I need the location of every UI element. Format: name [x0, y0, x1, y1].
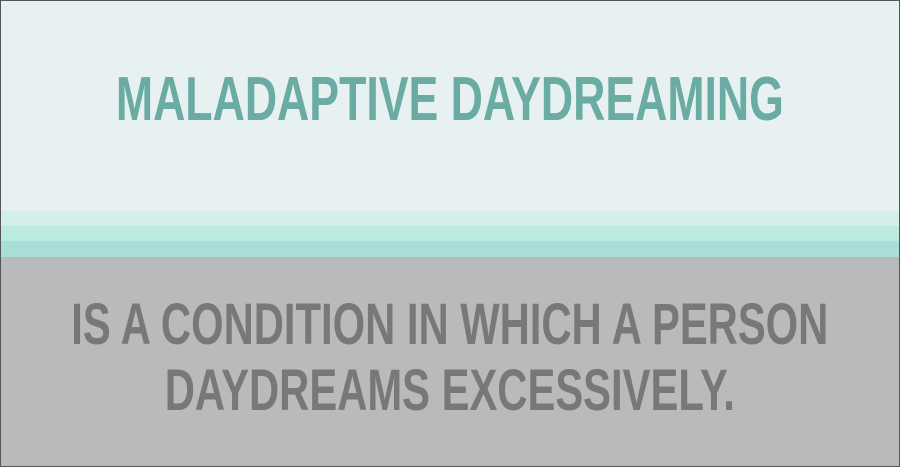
page-title: MALADAPTIVE DAYDREAMING	[116, 65, 785, 134]
divider-stripe-dark	[1, 241, 899, 257]
definition-line-1: IS A CONDITION IN WHICH A PERSON	[71, 291, 829, 357]
definition-text: IS A CONDITION IN WHICH A PERSON DAYDREA…	[71, 292, 828, 423]
definition-line-2: DAYDREAMS EXCESSIVELY.	[164, 357, 736, 423]
divider-stripe-mid	[1, 226, 899, 241]
definition-panel: IS A CONDITION IN WHICH A PERSON DAYDREA…	[1, 257, 899, 466]
title-panel: MALADAPTIVE DAYDREAMING	[1, 1, 899, 211]
divider-stripe-light	[1, 211, 899, 226]
